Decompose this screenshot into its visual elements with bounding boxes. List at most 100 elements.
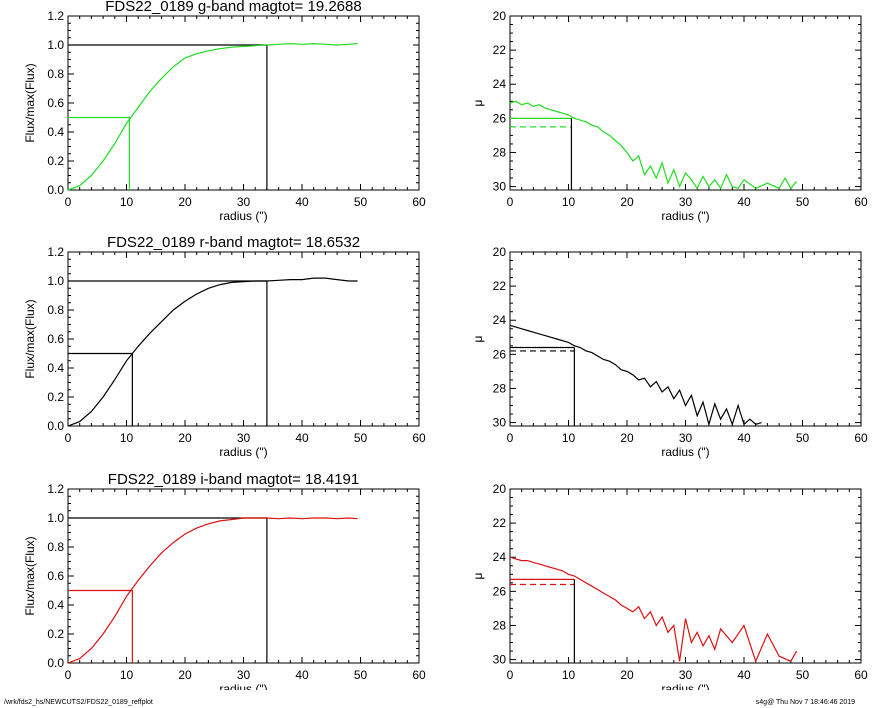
y-tick-label: 0.0 — [47, 183, 64, 197]
x-tick-label: 20 — [178, 431, 192, 445]
y-tick-label: 26 — [493, 584, 507, 598]
x-tick-label: 30 — [237, 195, 251, 209]
half-light-marker — [68, 589, 133, 663]
half-light-marker — [68, 116, 131, 190]
x-tick-label: 20 — [620, 431, 634, 445]
y-tick-label: 20 — [493, 482, 507, 496]
x-tick-label: 0 — [507, 195, 514, 209]
plot-frame — [67, 488, 420, 664]
y-tick-label: 28 — [493, 145, 507, 159]
x-tick-label: 20 — [178, 195, 192, 209]
plot-frame — [509, 15, 862, 191]
y-tick-label: 24 — [493, 77, 507, 91]
series-line-g — [67, 42, 358, 191]
plot-frame — [509, 488, 862, 664]
y-tick-label: 0.2 — [47, 154, 64, 168]
y-tick-label: 22 — [493, 279, 507, 293]
plot-frame — [67, 15, 420, 191]
x-axis-label: radius (") — [661, 445, 709, 459]
y-tick-label: 1.0 — [47, 274, 64, 288]
y-tick-label: 0.8 — [47, 540, 64, 554]
x-tick-label: 50 — [796, 195, 810, 209]
y-tick-label: 20 — [493, 9, 507, 23]
y-tick-label: 30 — [493, 653, 507, 667]
y-tick-label: 0.4 — [47, 598, 64, 612]
y-tick-label: 1.0 — [47, 38, 64, 52]
y-tick-label: 1.2 — [47, 482, 64, 496]
x-tick-label: 60 — [854, 668, 868, 682]
x-tick-label: 0 — [65, 431, 72, 445]
x-tick-label: 30 — [237, 668, 251, 682]
x-tick-label: 10 — [562, 668, 576, 682]
y-tick-label: 0.0 — [47, 656, 64, 670]
y-tick-label: 28 — [493, 381, 507, 395]
y-tick-label: 24 — [493, 550, 507, 564]
x-tick-label: 10 — [562, 431, 576, 445]
x-tick-label: 40 — [737, 431, 751, 445]
x-tick-label: 20 — [620, 668, 634, 682]
y-tick-label: 22 — [493, 43, 507, 57]
chart-title: FDS22_0189 g-band magtot= 19.2688 — [105, 0, 361, 15]
x-tick-label: 50 — [354, 431, 368, 445]
x-tick-label: 30 — [679, 431, 693, 445]
x-tick-label: 30 — [679, 668, 693, 682]
x-tick-label: 60 — [854, 195, 868, 209]
x-tick-label: 10 — [562, 195, 576, 209]
series-line-i — [67, 517, 358, 664]
y-tick-label: 0.4 — [47, 125, 64, 139]
x-axis-label: radius (") — [219, 445, 267, 459]
y-tick-label: 22 — [493, 516, 507, 530]
series-line-g — [509, 100, 798, 190]
y-tick-label: 0.0 — [47, 419, 64, 433]
y-tick-label: 28 — [493, 618, 507, 632]
y-tick-label: 0.2 — [47, 627, 64, 641]
y-tick-label: 0.8 — [47, 303, 64, 317]
series-line-r — [509, 324, 762, 427]
x-tick-label: 60 — [412, 195, 426, 209]
y-tick-label: 24 — [493, 313, 507, 327]
half-light-marker — [68, 352, 133, 426]
plot-frame — [67, 251, 420, 427]
x-tick-label: 30 — [679, 195, 693, 209]
y-tick-label: 30 — [493, 180, 507, 194]
y-tick-label: 26 — [493, 347, 507, 361]
y-tick-label: 0.6 — [47, 96, 64, 110]
x-tick-label: 0 — [65, 668, 72, 682]
x-tick-label: 60 — [412, 668, 426, 682]
series-line-i — [509, 556, 798, 663]
x-tick-label: 20 — [620, 195, 634, 209]
footer-path: /wrk/fds2_hs/NEWCUTS2/FDS22_0189_reffplo… — [4, 699, 153, 706]
x-tick-label: 0 — [507, 431, 514, 445]
profile-figure: 0 10 20 30 40 50 60 0.0 0.2 0.4 0.6 0.8 1.0 1.2 radius… — [23, 0, 868, 690]
y-tick-label: 0.6 — [47, 332, 64, 346]
x-tick-label: 40 — [295, 195, 309, 209]
x-tick-label: 30 — [237, 431, 251, 445]
y-tick-label: 0.8 — [47, 67, 64, 81]
x-tick-label: 10 — [120, 431, 134, 445]
x-tick-label: 40 — [295, 431, 309, 445]
x-tick-label: 60 — [854, 431, 868, 445]
y-tick-label: 0.4 — [47, 361, 64, 375]
x-axis-label: radius (") — [219, 682, 267, 690]
y-axis-label: μ — [471, 99, 485, 106]
x-tick-label: 60 — [412, 431, 426, 445]
x-axis-label: radius (") — [661, 682, 709, 690]
x-tick-label: 0 — [507, 668, 514, 682]
y-tick-label: 26 — [493, 111, 507, 125]
x-tick-label: 40 — [737, 195, 751, 209]
x-tick-label: 50 — [354, 195, 368, 209]
y-tick-label: 1.2 — [47, 9, 64, 23]
x-tick-label: 40 — [295, 668, 309, 682]
y-axis-label: Flux/max(Flux) — [23, 536, 37, 615]
x-tick-label: 10 — [120, 195, 134, 209]
series-line-r — [67, 277, 358, 427]
chart-panel-i-flux: 0 10 20 30 40 50 60 0.0 0.2 0.4 0.6 0.8 1.0 1.2 radius… — [23, 471, 426, 690]
footer-stamp: s4g@ Thu Nov 7 18:46:46 2019 — [755, 699, 855, 706]
y-tick-label: 0.6 — [47, 569, 64, 583]
x-tick-label: 50 — [796, 668, 810, 682]
y-tick-label: 0.2 — [47, 390, 64, 404]
x-tick-label: 50 — [796, 431, 810, 445]
